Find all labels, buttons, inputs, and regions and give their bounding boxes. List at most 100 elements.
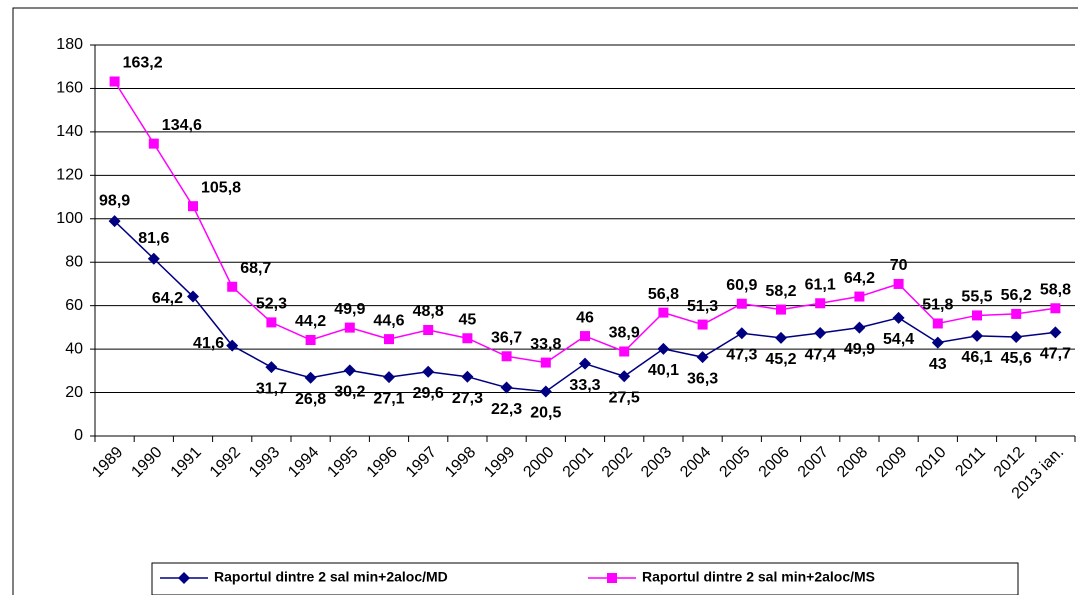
- x-tick-label: 2011: [952, 444, 988, 480]
- value-label: 55,5: [961, 289, 992, 306]
- value-label: 58,8: [1040, 281, 1071, 298]
- point: [500, 381, 513, 394]
- point: [893, 278, 904, 289]
- value-label: 54,4: [883, 331, 914, 348]
- point: [265, 361, 278, 374]
- value-label: 45,6: [1001, 350, 1032, 367]
- point: [1050, 303, 1061, 314]
- x-tick-label: 2009: [873, 444, 910, 481]
- point: [462, 333, 473, 344]
- point: [815, 298, 826, 309]
- point: [343, 364, 356, 377]
- point: [658, 307, 669, 318]
- y-tick-label: 160: [56, 80, 83, 97]
- point: [1011, 308, 1022, 319]
- value-label: 20,5: [530, 405, 561, 422]
- value-label: 41,6: [193, 335, 224, 352]
- x-tick-label: 1991: [168, 444, 205, 481]
- legend-label: Raportul dintre 2 sal min+2aloc/MS: [642, 569, 875, 585]
- point: [696, 351, 709, 364]
- value-label: 27,5: [609, 389, 640, 406]
- value-label: 81,6: [138, 230, 169, 247]
- y-tick-label: 20: [65, 384, 83, 401]
- value-label: 22,3: [491, 401, 522, 418]
- point: [657, 342, 670, 355]
- value-label: 49,9: [844, 341, 875, 358]
- y-tick-label: 60: [65, 297, 83, 314]
- value-label: 56,8: [648, 286, 679, 303]
- value-label: 47,7: [1040, 346, 1071, 363]
- x-tick-label: 1994: [285, 444, 322, 481]
- value-label: 61,1: [805, 276, 836, 293]
- point: [305, 334, 316, 345]
- point: [187, 290, 199, 303]
- point: [540, 357, 551, 368]
- value-label: 64,2: [844, 270, 875, 287]
- value-label: 70: [890, 257, 908, 274]
- x-tick-label: 1997: [403, 444, 440, 481]
- x-tick-label: 1989: [89, 444, 126, 481]
- x-tick-label: 2010: [912, 444, 949, 481]
- x-tick-label: 2002: [599, 444, 636, 481]
- value-label: 33,3: [569, 377, 600, 394]
- point: [226, 339, 239, 352]
- point: [775, 331, 787, 344]
- x-tick-label: 1992: [207, 444, 244, 481]
- point: [735, 327, 748, 340]
- point: [147, 252, 160, 265]
- point: [383, 371, 395, 384]
- value-label: 163,2: [123, 55, 163, 72]
- value-label: 44,6: [373, 312, 404, 329]
- point: [423, 324, 434, 335]
- point: [853, 321, 866, 334]
- value-label: 52,3: [256, 296, 287, 313]
- point: [579, 357, 591, 370]
- value-label: 38,9: [609, 325, 640, 342]
- y-tick-label: 80: [65, 253, 83, 270]
- value-label: 48,8: [413, 303, 444, 320]
- value-label: 27,3: [452, 390, 483, 407]
- y-tick-label: 180: [56, 36, 83, 53]
- point: [501, 351, 512, 362]
- value-label: 27,1: [373, 390, 404, 407]
- point: [109, 76, 120, 87]
- point: [266, 317, 277, 328]
- y-tick-label: 40: [65, 340, 83, 357]
- value-label: 49,9: [334, 301, 365, 318]
- value-label: 45: [459, 311, 477, 328]
- point: [148, 138, 159, 149]
- value-label: 47,4: [805, 346, 836, 363]
- y-tick-label: 100: [56, 210, 83, 227]
- value-label: 31,7: [256, 380, 287, 397]
- value-label: 134,6: [162, 117, 202, 134]
- value-label: 33,8: [530, 336, 561, 353]
- point: [972, 310, 982, 321]
- value-label: 45,2: [765, 351, 796, 368]
- value-label: 36,3: [687, 370, 718, 387]
- value-label: 46,1: [961, 349, 992, 366]
- point: [344, 322, 355, 333]
- point: [304, 371, 317, 384]
- point: [892, 311, 905, 324]
- x-tick-label: 2006: [756, 444, 793, 481]
- value-label: 51,8: [922, 297, 953, 314]
- point: [971, 329, 983, 342]
- value-label: 64,2: [152, 290, 183, 307]
- legend-marker: [178, 572, 190, 584]
- value-label: 43: [929, 356, 947, 373]
- x-tick-label: 1999: [481, 444, 518, 481]
- value-label: 105,8: [201, 179, 241, 196]
- value-label: 29,6: [413, 385, 444, 402]
- point: [1010, 330, 1023, 343]
- value-label: 44,2: [295, 313, 326, 330]
- legend-box: [151, 562, 1019, 595]
- x-tick-label: 1996: [364, 444, 401, 481]
- x-tick-label: 2008: [834, 444, 871, 481]
- point: [422, 365, 435, 378]
- value-label: 60,9: [726, 277, 757, 294]
- value-label: 36,7: [491, 329, 522, 346]
- point: [384, 334, 394, 345]
- x-tick-label: 1990: [128, 444, 165, 481]
- y-tick-label: 0: [74, 427, 83, 444]
